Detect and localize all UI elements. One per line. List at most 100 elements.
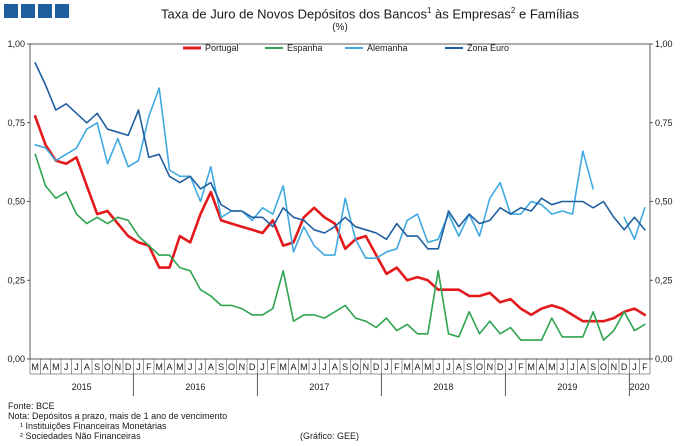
footnote-2: ² Sociedades Não Financeiras xyxy=(20,431,141,441)
note-text: Nota: Depósitos a prazo, mais de 1 ano d… xyxy=(8,411,228,421)
legend-label-portugal: Portugal xyxy=(205,43,239,53)
series-line-zona-euro xyxy=(34,62,646,250)
x-month-label: J xyxy=(188,362,193,372)
footnote-1: ¹ Instituições Financeiras Monetárias xyxy=(20,421,167,431)
x-year-label: 2020 xyxy=(630,382,650,392)
title-footnote-2: 2 xyxy=(510,6,516,15)
x-month-label: D xyxy=(497,362,504,372)
x-month-label: A xyxy=(166,362,172,372)
x-month-label: J xyxy=(136,362,141,372)
x-month-label: J xyxy=(560,362,565,372)
x-month-label: J xyxy=(198,362,203,372)
x-month-label: J xyxy=(74,362,79,372)
logo-square xyxy=(38,4,52,18)
x-month-label: M xyxy=(403,362,411,372)
x-month-label: S xyxy=(218,362,224,372)
x-year-label: 2016 xyxy=(185,382,205,392)
logo-square xyxy=(55,4,69,18)
y-tick-label-right: 0,25 xyxy=(655,275,673,285)
x-month-label: F xyxy=(394,362,400,372)
x-month-label: M xyxy=(279,362,287,372)
footer: Fonte: BCE Nota: Depósitos a prazo, mais… xyxy=(8,401,227,441)
x-year-label: 2015 xyxy=(72,382,92,392)
x-month-label: J xyxy=(64,362,69,372)
x-month-label: N xyxy=(611,362,618,372)
y-tick-label-right: 0,00 xyxy=(655,354,673,364)
x-month-label: D xyxy=(125,362,132,372)
y-tick-label-right: 1,00 xyxy=(655,39,673,49)
x-month-label: O xyxy=(104,362,111,372)
y-tick-label-left: 0,25 xyxy=(7,275,25,285)
x-month-label: M xyxy=(424,362,432,372)
y-tick-label-left: 0,75 xyxy=(7,118,25,128)
logo-square xyxy=(4,4,18,18)
x-month-label: J xyxy=(508,362,513,372)
chart-credit: (Gráfico: GEE) xyxy=(300,431,360,441)
x-month-label: A xyxy=(580,362,586,372)
x-month-label: A xyxy=(290,362,296,372)
x-month-label: M xyxy=(300,362,308,372)
title-mid: às Empresas xyxy=(431,6,511,22)
x-month-label: N xyxy=(115,362,122,372)
x-month-label: A xyxy=(84,362,90,372)
series-line-portugal xyxy=(33,115,647,323)
x-month-label: A xyxy=(208,362,214,372)
legend-label-zona-euro: Zona Euro xyxy=(467,43,509,53)
x-month-label: S xyxy=(466,362,472,372)
x-month-label: O xyxy=(352,362,359,372)
x-month-label: F xyxy=(146,362,152,372)
x-month-label: A xyxy=(42,362,48,372)
x-month-label: O xyxy=(228,362,235,372)
x-month-label: J xyxy=(384,362,389,372)
plot-frame xyxy=(29,43,651,360)
x-month-label: F xyxy=(642,362,648,372)
y-tick-label-left: 1,00 xyxy=(7,39,25,49)
x-month-label: S xyxy=(94,362,100,372)
x-year-label: 2018 xyxy=(433,382,453,392)
series-line-espanha xyxy=(34,153,646,341)
x-month-label: J xyxy=(312,362,317,372)
y-tick-label-right: 0,75 xyxy=(655,118,673,128)
chart-unit: (%) xyxy=(332,22,348,33)
x-year-label: 2019 xyxy=(557,382,577,392)
x-month-label: A xyxy=(414,362,420,372)
x-month-label: D xyxy=(373,362,380,372)
x-month-label: D xyxy=(621,362,628,372)
x-month-label: M xyxy=(548,362,556,372)
logo-square xyxy=(21,4,35,18)
x-month-label: S xyxy=(342,362,348,372)
x-month-label: F xyxy=(270,362,276,372)
x-month-label: O xyxy=(600,362,607,372)
x-year-label: 2017 xyxy=(309,382,329,392)
x-month-label: A xyxy=(538,362,544,372)
x-month-label: M xyxy=(52,362,60,372)
x-month-label: N xyxy=(487,362,494,372)
x-month-label: J xyxy=(632,362,637,372)
x-month-label: F xyxy=(518,362,524,372)
title-footnote-1: 1 xyxy=(426,6,432,15)
x-month-label: O xyxy=(476,362,483,372)
title-suffix: e Famílias xyxy=(515,6,579,22)
x-month-label: S xyxy=(590,362,596,372)
x-month-label: A xyxy=(332,362,338,372)
x-month-label: M xyxy=(527,362,535,372)
x-month-label: N xyxy=(239,362,246,372)
chart-title: Taxa de Juro de Novos Depósitos dos Banc… xyxy=(70,6,670,21)
title-prefix: Taxa de Juro de Novos Depósitos dos Banc… xyxy=(161,6,427,22)
y-tick-label-right: 0,50 xyxy=(655,197,673,207)
x-month-label: M xyxy=(31,362,39,372)
x-month-label: J xyxy=(570,362,575,372)
x-month-label: J xyxy=(446,362,451,372)
y-tick-label-left: 0,00 xyxy=(7,354,25,364)
x-month-label: M xyxy=(176,362,184,372)
y-tick-label-left: 0,50 xyxy=(7,197,25,207)
x-month-label: M xyxy=(155,362,163,372)
logo xyxy=(4,4,69,18)
x-month-label: N xyxy=(363,362,370,372)
legend-label-espanha: Espanha xyxy=(287,43,323,53)
source-text: Fonte: BCE xyxy=(8,401,55,411)
x-month-label: J xyxy=(322,362,327,372)
x-month-label: J xyxy=(260,362,265,372)
legend-label-alemanha: Alemanha xyxy=(367,43,408,53)
x-month-label: J xyxy=(436,362,441,372)
